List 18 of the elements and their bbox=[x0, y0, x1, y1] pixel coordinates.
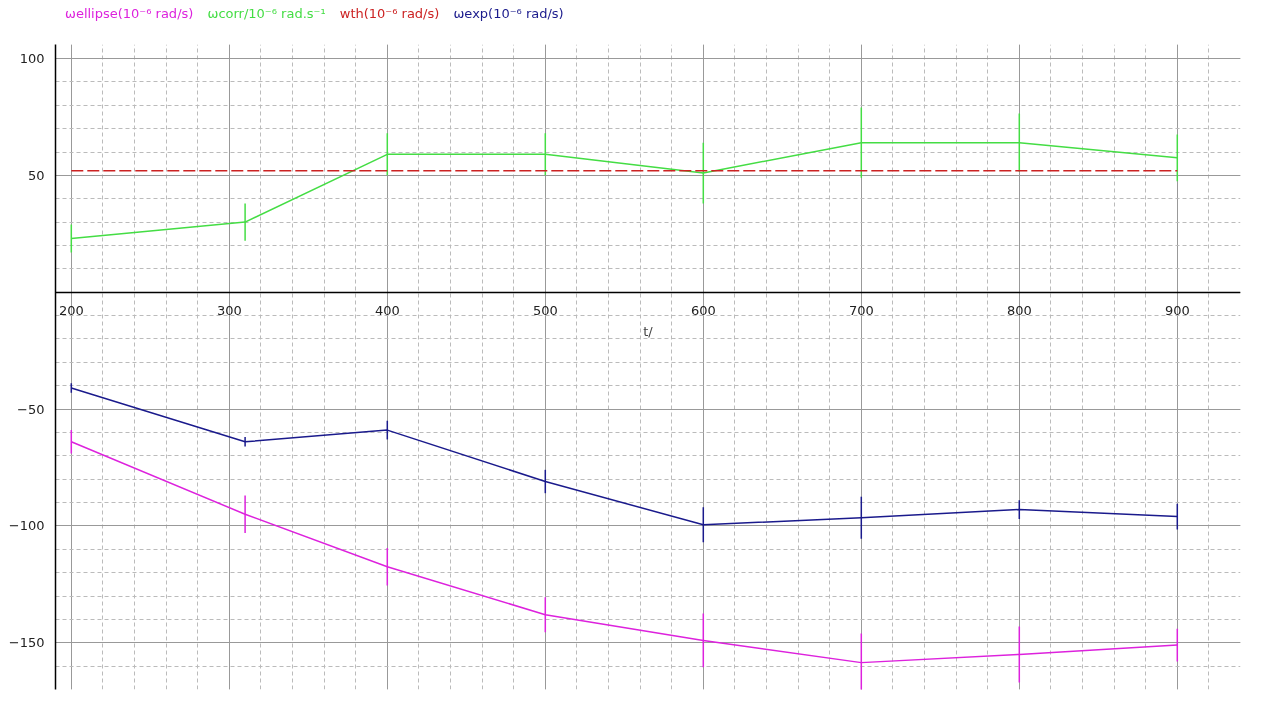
x-axis-title: t/ bbox=[643, 323, 654, 339]
y-tick-label: 100 bbox=[19, 51, 45, 67]
x-tick-label: 900 bbox=[1164, 303, 1190, 319]
y-tick-label: −50 bbox=[17, 401, 45, 417]
x-tick-label: 700 bbox=[848, 303, 874, 319]
text: ωellipse(10⁻⁶ rad/s) bbox=[65, 6, 194, 21]
text: wth(10⁻⁶ rad/s) bbox=[339, 6, 440, 21]
y-tick-label: −100 bbox=[8, 518, 45, 534]
y-tick-label: 50 bbox=[27, 167, 45, 183]
x-tick-label: 400 bbox=[374, 303, 400, 319]
x-tick-label: 600 bbox=[690, 303, 716, 319]
x-tick-label: 500 bbox=[532, 303, 558, 319]
x-tick-label: 200 bbox=[58, 303, 84, 319]
y-tick-label: −150 bbox=[8, 635, 45, 651]
x-tick-label: 300 bbox=[216, 303, 242, 319]
text: ωexp(10⁻⁶ rad/s) bbox=[453, 6, 564, 21]
text: ωcorr/10⁻⁶ rad.s⁻¹ bbox=[207, 6, 326, 21]
x-tick-label: 800 bbox=[1006, 303, 1032, 319]
